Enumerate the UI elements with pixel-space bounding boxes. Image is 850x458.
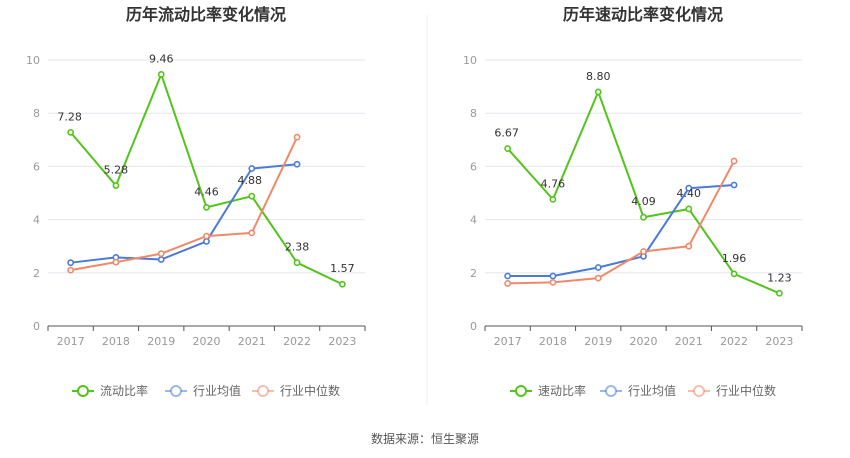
current-ratio-chart-data-label: 4.88 xyxy=(238,174,263,187)
current-ratio-chart-data-point xyxy=(248,192,256,200)
quick-ratio-chart-x-tick-label: 2022 xyxy=(720,335,748,348)
quick-ratio-chart-data-label: 4.76 xyxy=(541,177,566,190)
quick-ratio-chart-x-tick-label: 2020 xyxy=(630,335,658,348)
current-ratio-chart-data-point xyxy=(248,165,256,172)
current-ratio-chart-data-label: 9.46 xyxy=(149,52,174,65)
current-ratio-chart-x-tick-label: 2023 xyxy=(328,335,356,348)
current-ratio-chart-y-tick-label: 8 xyxy=(33,107,40,120)
quick-ratio-chart-y-tick-label: 10 xyxy=(463,54,477,67)
current-ratio-chart-data-point xyxy=(293,259,301,267)
current-ratio-chart-data-point xyxy=(203,238,210,245)
current-ratio-chart-legend-marker xyxy=(257,385,269,397)
quick-ratio-chart-data-point xyxy=(730,270,738,278)
quick-ratio-chart-y-tick-label: 4 xyxy=(470,214,477,227)
current-ratio-chart-data-point xyxy=(67,128,75,136)
current-ratio-chart-y-tick-label: 6 xyxy=(33,160,40,173)
current-ratio-chart-x-tick-label: 2021 xyxy=(238,335,266,348)
quick-ratio-chart-x-tick-label: 2023 xyxy=(765,335,793,348)
current-ratio-chart-series-line-3 xyxy=(70,136,298,272)
quick-ratio-chart-data-point xyxy=(775,289,783,297)
quick-ratio-chart-data-point xyxy=(730,157,738,165)
current-ratio-chart-y-tick-label: 10 xyxy=(26,54,40,67)
current-ratio-chart-legend-label: 行业中位数 xyxy=(280,383,340,398)
quick-ratio-chart-data-point xyxy=(685,242,693,250)
quick-ratio-chart-legend-marker xyxy=(605,385,617,397)
quick-ratio-chart-data-point xyxy=(549,195,557,203)
quick-ratio-chart-y-tick-label: 8 xyxy=(470,107,477,120)
quick-ratio-chart-x-tick-label: 2019 xyxy=(584,335,612,348)
quick-ratio-chart-data-label: 4.40 xyxy=(677,187,702,200)
current-ratio-chart-legend-label: 流动比率 xyxy=(100,383,148,398)
current-ratio-chart-data-label: 7.28 xyxy=(57,110,82,123)
quick-ratio-chart-series-line-2 xyxy=(507,184,735,277)
current-ratio-chart-y-tick-label: 4 xyxy=(33,214,40,227)
current-ratio-chart-x-tick-label: 2022 xyxy=(283,335,311,348)
quick-ratio-chart-series-line-3 xyxy=(507,160,735,285)
quick-ratio-chart-legend-marker xyxy=(515,385,527,397)
current-ratio-chart-data-label: 1.57 xyxy=(330,262,355,275)
quick-ratio-chart-data-point xyxy=(549,272,557,280)
quick-ratio-chart-data-label: 6.67 xyxy=(494,127,519,140)
current-ratio-chart-data-point xyxy=(157,250,165,258)
quick-ratio-chart-data-point xyxy=(640,248,647,255)
current-ratio-chart-data-label: 4.46 xyxy=(194,185,219,198)
current-ratio-chart-data-point xyxy=(338,280,346,288)
current-ratio-chart-x-tick-label: 2017 xyxy=(57,335,85,348)
quick-ratio-chart-data-point xyxy=(594,264,602,271)
quick-ratio-chart-title: 历年速动比率变化情况 xyxy=(563,5,723,24)
quick-ratio-chart-data-label: 8.80 xyxy=(586,70,611,83)
data-source: 数据来源：恒生聚源 xyxy=(371,431,479,446)
current-ratio-chart-title: 历年流动比率变化情况 xyxy=(126,5,286,24)
quick-ratio-chart-x-tick-label: 2021 xyxy=(675,335,703,348)
current-ratio-chart-y-tick-label: 0 xyxy=(33,320,40,333)
current-ratio-chart-legend-label: 行业均值 xyxy=(193,383,241,398)
quick-ratio-chart-y-tick-label: 2 xyxy=(470,267,477,280)
quick-ratio-chart-data-point xyxy=(504,145,512,152)
current-ratio-chart-data-point xyxy=(112,182,120,189)
quick-ratio-chart-data-point xyxy=(640,213,647,221)
current-ratio-chart-data-point xyxy=(157,70,165,78)
current-ratio-chart-data-point xyxy=(157,256,165,263)
current-ratio-chart-legend-marker xyxy=(170,385,182,397)
current-ratio-chart-series-line-2 xyxy=(70,163,298,264)
current-ratio-chart-y-tick-label: 2 xyxy=(33,267,40,280)
quick-ratio-chart-data-point xyxy=(504,272,512,280)
quick-ratio-chart-data-point xyxy=(594,88,602,96)
current-ratio-chart-data-point xyxy=(67,259,75,267)
quick-ratio-chart-x-tick-label: 2017 xyxy=(494,335,522,348)
quick-ratio-chart-legend-label: 行业中位数 xyxy=(716,383,776,398)
current-ratio-chart-data-point xyxy=(293,133,301,141)
quick-ratio-chart-y-tick-label: 6 xyxy=(470,160,477,173)
current-ratio-chart-legend-marker xyxy=(77,385,89,397)
quick-ratio-chart-data-point xyxy=(685,205,693,213)
quick-ratio-chart-legend-marker xyxy=(693,385,705,397)
quick-ratio-chart-data-label: 1.23 xyxy=(767,271,792,284)
current-ratio-chart-x-tick-label: 2020 xyxy=(193,335,221,348)
quick-ratio-chart-legend-label: 行业均值 xyxy=(628,383,676,398)
current-ratio-chart-x-tick-label: 2019 xyxy=(147,335,175,348)
quick-ratio-chart-data-label: 1.96 xyxy=(722,252,747,265)
quick-ratio-chart-data-label: 4.09 xyxy=(631,195,656,208)
current-ratio-chart-data-point xyxy=(112,258,120,266)
current-ratio-chart-data-label: 5.28 xyxy=(104,164,129,177)
quick-ratio-chart-data-point xyxy=(594,274,602,282)
current-ratio-chart-data-point xyxy=(203,232,210,240)
current-ratio-chart-x-tick-label: 2018 xyxy=(102,335,130,348)
quick-ratio-chart-data-point xyxy=(730,181,738,189)
current-ratio-chart-data-point xyxy=(203,203,210,211)
current-ratio-chart-data-point xyxy=(248,229,256,237)
quick-ratio-chart-y-tick-label: 0 xyxy=(470,320,477,333)
quick-ratio-chart-data-point xyxy=(685,184,693,192)
quick-ratio-chart-x-tick-label: 2018 xyxy=(539,335,567,348)
quick-ratio-chart-legend-label: 速动比率 xyxy=(538,383,586,398)
current-ratio-chart-data-point xyxy=(293,160,301,168)
current-ratio-chart-data-label: 2.38 xyxy=(285,241,310,254)
quick-ratio-chart-data-point xyxy=(549,278,557,286)
current-ratio-chart-data-point xyxy=(67,266,75,274)
quick-ratio-chart-data-point xyxy=(504,280,512,287)
